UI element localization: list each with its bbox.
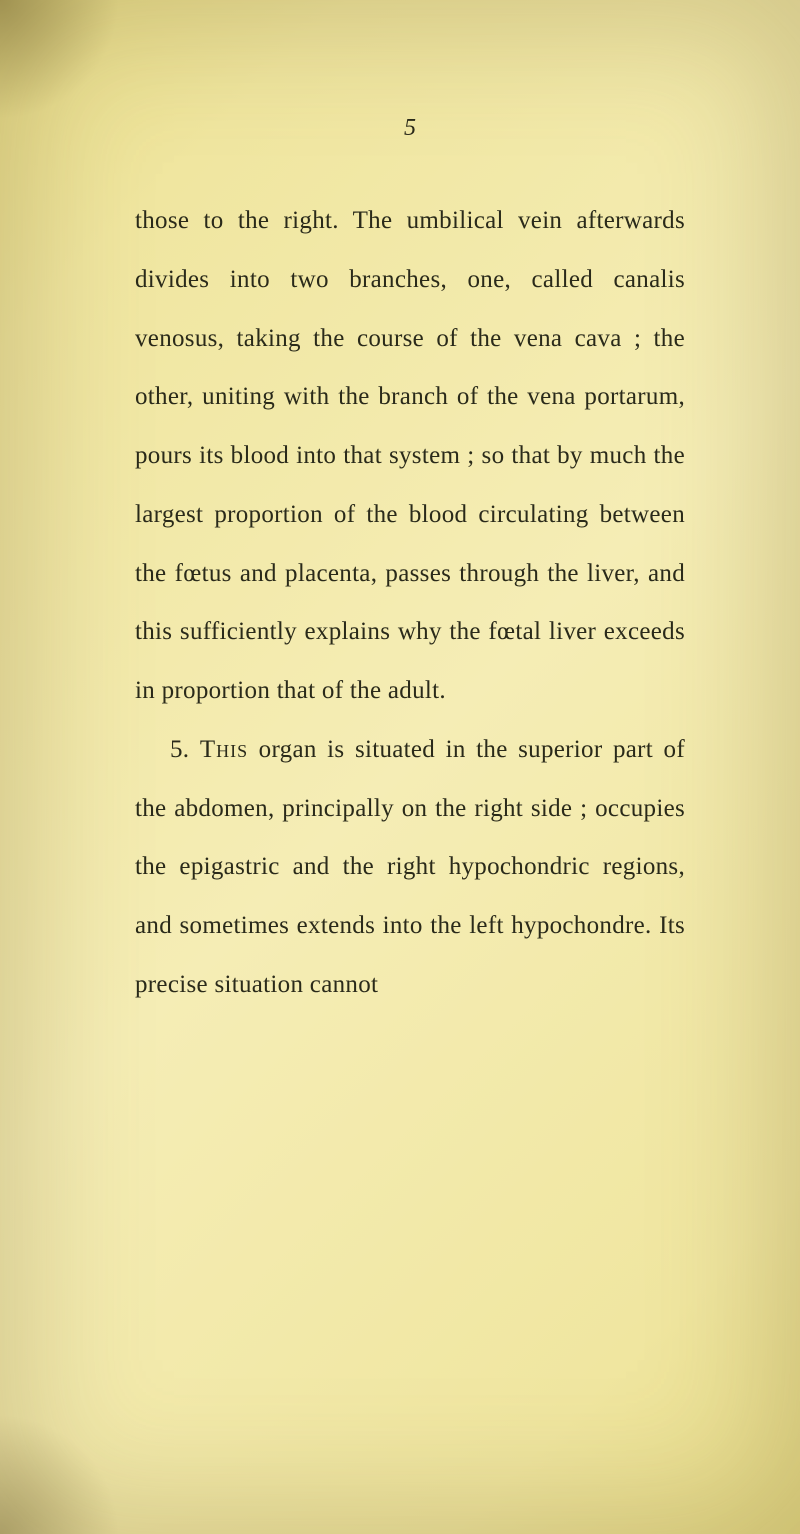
paragraph-2: 5. This organ is situated in the superio…: [135, 721, 685, 1015]
para-text: organ is situated in the superior part o…: [135, 736, 685, 998]
body-text: those to the right. The umbilical vein a…: [135, 192, 685, 1015]
page-number: 5: [135, 115, 685, 142]
paragraph-1: those to the right. The umbilical vein a…: [135, 192, 685, 721]
lead-word: This: [200, 736, 248, 763]
document-page: 5 those to the right. The umbilical vein…: [0, 0, 800, 1534]
para-number: 5.: [170, 736, 189, 763]
